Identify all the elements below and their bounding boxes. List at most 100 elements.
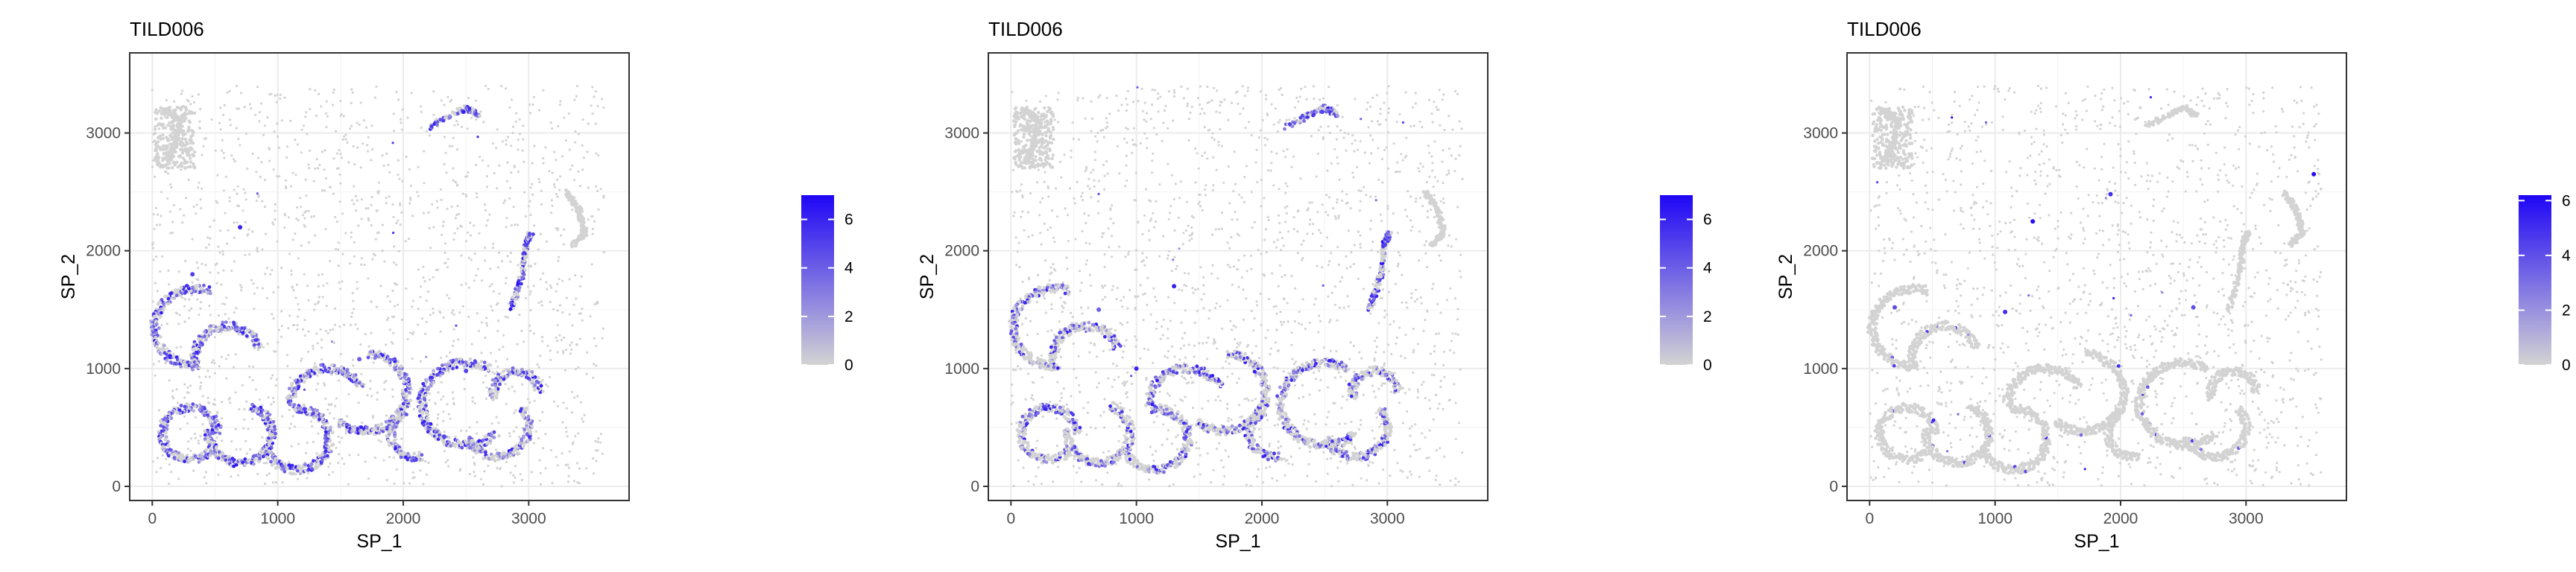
data-point bbox=[1326, 386, 1329, 389]
data-point bbox=[1261, 118, 1264, 121]
data-point bbox=[556, 309, 559, 312]
data-point bbox=[154, 139, 157, 142]
data-point bbox=[248, 103, 251, 106]
data-point bbox=[290, 463, 294, 468]
data-point bbox=[157, 409, 160, 412]
data-point bbox=[1072, 465, 1075, 468]
data-point bbox=[556, 351, 559, 354]
data-point bbox=[518, 435, 521, 439]
data-point bbox=[1319, 232, 1322, 235]
data-point bbox=[1149, 200, 1152, 203]
data-point bbox=[332, 417, 335, 420]
data-point bbox=[360, 217, 363, 220]
data-point bbox=[470, 258, 473, 261]
data-point bbox=[408, 390, 411, 395]
data-point bbox=[537, 177, 540, 180]
data-point bbox=[1435, 393, 1438, 396]
data-point bbox=[1263, 144, 1267, 147]
data-point bbox=[489, 267, 492, 270]
data-point bbox=[596, 449, 599, 452]
data-point bbox=[1442, 197, 1445, 200]
data-point bbox=[397, 159, 400, 162]
data-point bbox=[1052, 263, 1055, 266]
data-point bbox=[397, 219, 400, 222]
data-point bbox=[288, 408, 291, 412]
data-point bbox=[476, 421, 479, 424]
data-point bbox=[1087, 401, 1090, 404]
data-point bbox=[220, 458, 224, 462]
data-point bbox=[1333, 147, 1336, 150]
data-point bbox=[260, 161, 263, 164]
data-point bbox=[171, 352, 175, 355]
data-point bbox=[570, 390, 574, 393]
data-point bbox=[245, 452, 248, 455]
data-point bbox=[406, 337, 409, 340]
data-point bbox=[531, 182, 534, 185]
data-point bbox=[1190, 376, 1193, 379]
data-point bbox=[230, 440, 233, 443]
data-point bbox=[540, 203, 543, 206]
data-point bbox=[574, 367, 578, 371]
data-point bbox=[376, 391, 379, 394]
data-point bbox=[454, 217, 457, 220]
data-point bbox=[460, 429, 463, 432]
data-point bbox=[562, 336, 566, 339]
data-point bbox=[276, 93, 279, 96]
data-point bbox=[1409, 229, 1412, 232]
data-point bbox=[528, 200, 531, 203]
data-point bbox=[1419, 296, 1422, 299]
data-point bbox=[1460, 127, 1463, 130]
data-point bbox=[435, 120, 440, 124]
data-point bbox=[189, 160, 193, 164]
data-point bbox=[274, 94, 277, 97]
data-point bbox=[1070, 322, 1073, 325]
data-point bbox=[233, 311, 236, 314]
data-point bbox=[198, 387, 202, 390]
data-point bbox=[213, 372, 217, 375]
data-point bbox=[529, 329, 532, 332]
data-point bbox=[215, 200, 218, 203]
data-point bbox=[204, 375, 207, 378]
data-point bbox=[1090, 196, 1093, 199]
data-point bbox=[1412, 371, 1415, 374]
data-point bbox=[391, 342, 394, 345]
data-point bbox=[364, 126, 368, 129]
data-point bbox=[347, 161, 350, 164]
data-point bbox=[161, 255, 164, 258]
data-point bbox=[439, 188, 443, 191]
data-point bbox=[222, 189, 225, 192]
data-point bbox=[328, 403, 331, 407]
data-point bbox=[1454, 238, 1458, 241]
data-point bbox=[1418, 475, 1421, 478]
data-point bbox=[381, 250, 384, 252]
data-point bbox=[347, 393, 350, 395]
data-point bbox=[587, 218, 590, 221]
data-point bbox=[468, 426, 471, 429]
data-point bbox=[581, 144, 584, 147]
data-point bbox=[1053, 118, 1056, 121]
data-point bbox=[570, 241, 575, 245]
data-point bbox=[1275, 246, 1278, 249]
data-point bbox=[467, 96, 470, 100]
data-point bbox=[1126, 371, 1129, 374]
data-point bbox=[538, 419, 541, 422]
data-point bbox=[324, 228, 327, 231]
data-point bbox=[222, 113, 225, 116]
data-point bbox=[1409, 470, 1412, 473]
data-point bbox=[473, 463, 476, 466]
data-point bbox=[383, 359, 388, 363]
data-point bbox=[177, 322, 180, 325]
data-point bbox=[577, 366, 580, 369]
data-point bbox=[1292, 155, 1295, 158]
chart-svg-1: 0 1000 2000 30000100020003000TILD006SP_1SP_… bbox=[58, 18, 853, 552]
data-point bbox=[1272, 184, 1275, 187]
data-point bbox=[1117, 439, 1120, 443]
data-point bbox=[263, 206, 266, 209]
data-point bbox=[1295, 96, 1298, 99]
data-point bbox=[1353, 244, 1356, 247]
data-point bbox=[1080, 195, 1083, 198]
data-point bbox=[1097, 179, 1100, 182]
data-point bbox=[564, 463, 567, 466]
data-point bbox=[203, 337, 208, 342]
data-point bbox=[506, 255, 509, 258]
